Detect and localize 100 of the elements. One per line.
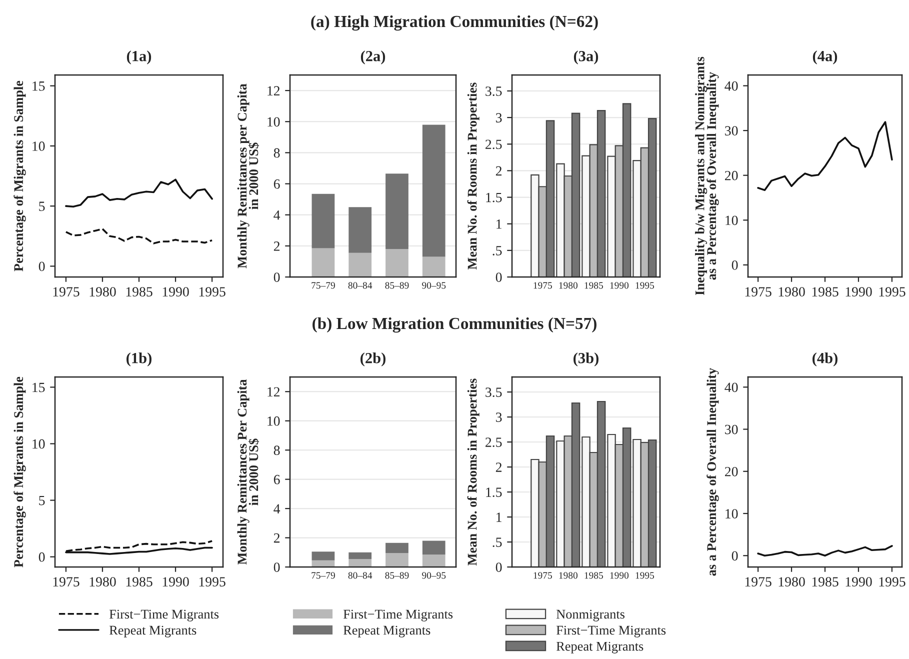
chart-title: (2b) bbox=[360, 352, 386, 366]
y-axis-title: Inequality b/w Migrants and Nonmigrants as a Percentage of Overall Inequality bbox=[695, 56, 719, 296]
x-tick-label: 80–84 bbox=[348, 572, 372, 579]
y-axis-title: Percentage of Migrants in Sample bbox=[14, 80, 26, 272]
x-tick-label: 1990 bbox=[846, 577, 872, 586]
legend-label: Repeat Migrants bbox=[343, 626, 430, 638]
y-tick-label: 5 bbox=[39, 496, 45, 506]
y-tick-label: 10 bbox=[268, 416, 280, 426]
y-tick-label: 0 bbox=[732, 260, 738, 270]
y-tick-label: 10 bbox=[32, 439, 45, 449]
y-tick-label: 12 bbox=[268, 387, 280, 396]
y-tick-label: 0 bbox=[38, 262, 45, 272]
x-tick-label: 1975 bbox=[534, 572, 552, 579]
x-tick-label: 1995 bbox=[879, 577, 906, 586]
y-tick-label: 0 bbox=[496, 562, 502, 572]
x-tick-label: 1975 bbox=[534, 282, 552, 289]
bar bbox=[422, 124, 446, 257]
x-tick-label: 90–95 bbox=[422, 282, 446, 289]
bar bbox=[386, 249, 408, 277]
x-tick-label: 75–79 bbox=[312, 282, 335, 289]
bar bbox=[422, 554, 446, 567]
y-tick-label: 40 bbox=[724, 81, 738, 91]
y-tick-label: 0 bbox=[732, 551, 738, 561]
y-tick-label: 4 bbox=[274, 504, 280, 514]
line-series bbox=[65, 178, 213, 208]
bar bbox=[348, 558, 372, 567]
x-tick-label: 1990 bbox=[162, 577, 189, 586]
y-tick-label: 30 bbox=[725, 126, 738, 136]
x-tick-label: 85–89 bbox=[385, 572, 409, 579]
legend-label: Repeat Migrants bbox=[109, 626, 196, 638]
y-tick-label: 2.5 bbox=[486, 438, 502, 448]
y-tick-label: 4 bbox=[274, 210, 280, 220]
x-tick-label: 1985 bbox=[126, 287, 152, 296]
line-series bbox=[757, 545, 893, 557]
y-tick-label: 2 bbox=[496, 166, 502, 176]
legend-label: Repeat Migrants bbox=[556, 642, 644, 654]
chart-title: (1b) bbox=[126, 352, 152, 366]
x-tick-label: 1980 bbox=[778, 577, 805, 586]
bar bbox=[348, 252, 372, 277]
y-tick-label: 15 bbox=[32, 382, 45, 392]
y-tick-label: 2 bbox=[274, 242, 280, 251]
y-tick-label: 10 bbox=[268, 117, 280, 127]
y-tick-label: 6 bbox=[274, 474, 280, 484]
x-tick-label: 1995 bbox=[636, 282, 654, 289]
y-tick-label: 15 bbox=[32, 81, 45, 91]
y-axis-title: Mean No. of Rooms in Properties bbox=[467, 82, 480, 270]
y-tick-label: 20 bbox=[725, 170, 738, 180]
x-tick-label: 1975 bbox=[745, 287, 772, 296]
bar bbox=[386, 174, 408, 250]
y-tick-label: 3.5 bbox=[486, 86, 502, 96]
chart-title: (4a) bbox=[812, 50, 838, 64]
y-tick-label: 0 bbox=[274, 272, 280, 282]
line-series bbox=[65, 228, 213, 244]
x-tick-label: 1990 bbox=[846, 287, 872, 296]
x-tick-label: 1980 bbox=[90, 287, 116, 296]
y-tick-label: 1.5 bbox=[486, 488, 502, 498]
y-tick-label: .5 bbox=[492, 538, 502, 548]
x-tick-label: 1995 bbox=[199, 577, 226, 586]
x-tick-label: 80–84 bbox=[348, 282, 372, 289]
chart-title: (3b) bbox=[574, 352, 598, 366]
y-tick-label: 0 bbox=[496, 272, 502, 282]
legend-label: First−Time Migrants bbox=[343, 610, 453, 622]
x-tick-label: 1980 bbox=[778, 287, 805, 296]
y-tick-label: 1 bbox=[496, 512, 502, 522]
x-tick-label: 1975 bbox=[53, 577, 80, 586]
x-tick-label: 1975 bbox=[53, 287, 80, 296]
chart-title: (3a) bbox=[574, 50, 598, 64]
x-tick-label: 1990 bbox=[162, 287, 189, 296]
y-tick-label: 12 bbox=[268, 86, 280, 96]
y-tick-label: 8 bbox=[274, 446, 280, 456]
x-tick-label: 1975 bbox=[745, 577, 772, 586]
y-tick-label: 20 bbox=[725, 466, 738, 476]
legend-label: First−Time Migrants bbox=[556, 626, 666, 638]
legend-label: First−Time Migrants bbox=[109, 610, 219, 622]
bar bbox=[348, 552, 372, 559]
y-tick-label: 3 bbox=[496, 113, 502, 122]
y-tick-label: 5 bbox=[39, 202, 45, 212]
y-tick-label: 1.5 bbox=[486, 192, 502, 202]
y-tick-label: 2 bbox=[274, 533, 280, 543]
text: (b) Low Migration Communities (N=57) bbox=[312, 317, 596, 333]
x-tick-label: 1995 bbox=[636, 572, 654, 579]
y-tick-label: 8 bbox=[274, 148, 280, 158]
text: (a) High Migration Communities (N=62) bbox=[311, 15, 598, 31]
x-tick-label: 1985 bbox=[812, 577, 838, 586]
y-tick-label: 2.5 bbox=[486, 140, 502, 150]
y-axis-title: Percentage of Migrants in Sample bbox=[14, 376, 26, 568]
y-tick-label: 10 bbox=[32, 142, 45, 151]
bar bbox=[312, 194, 335, 248]
y-tick-label: 10 bbox=[726, 216, 738, 226]
x-tick-label: 1980 bbox=[559, 572, 578, 579]
x-tick-label: 1995 bbox=[879, 287, 906, 296]
bar bbox=[422, 256, 446, 277]
y-tick-label: 2 bbox=[496, 462, 502, 472]
bar bbox=[312, 552, 335, 560]
legend-label: Nonmigrants bbox=[556, 610, 625, 622]
chart-title: (1a) bbox=[126, 50, 152, 64]
x-tick-label: 1990 bbox=[610, 282, 629, 289]
x-tick-label: 1985 bbox=[812, 287, 838, 296]
y-axis-title: as a Percentage of Overall Inequality bbox=[706, 368, 719, 576]
bar bbox=[312, 560, 335, 567]
